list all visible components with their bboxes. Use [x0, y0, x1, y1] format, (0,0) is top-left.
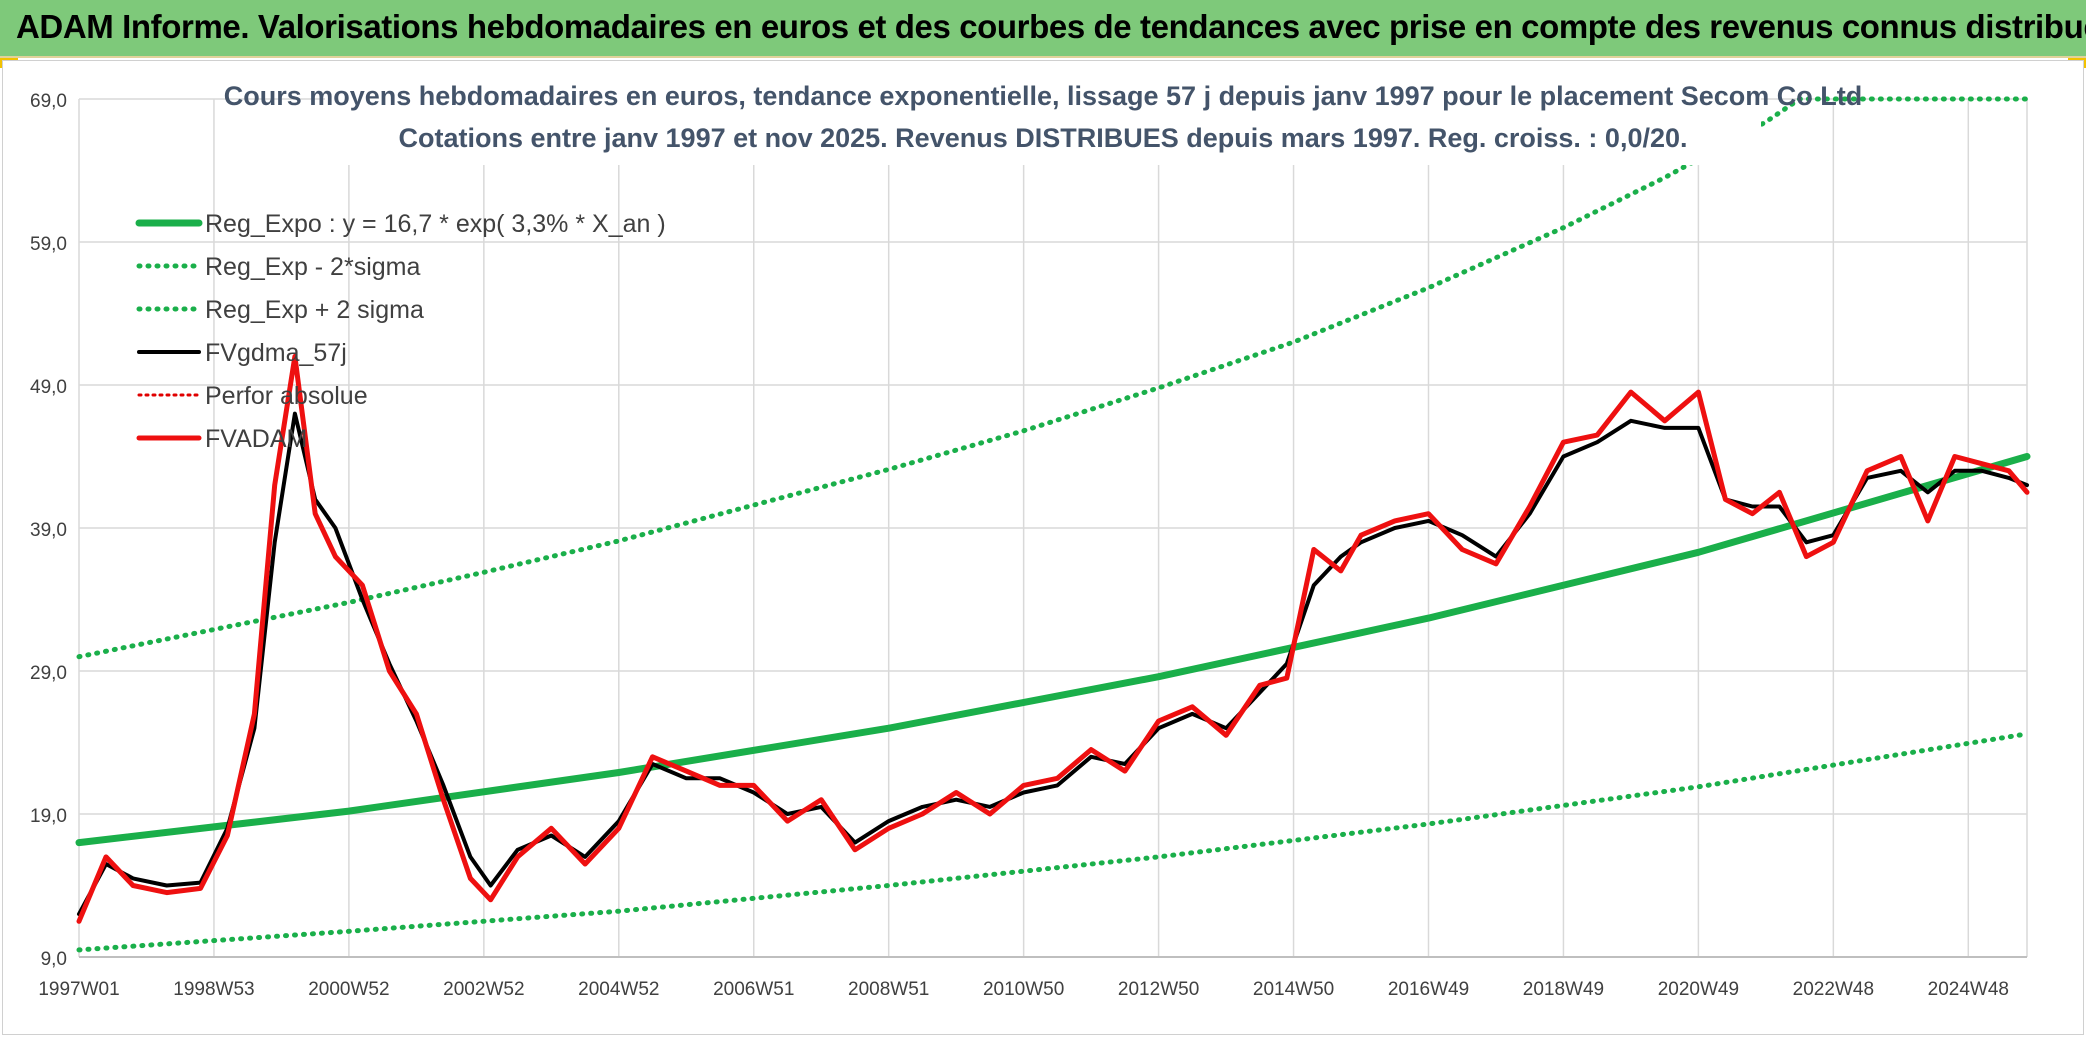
- chart-frame: 9,0 19,0 29,0 39,0 49,0 59,0 69,0 1997W01 1998W5…: [2, 60, 2084, 1035]
- trend-chart: 9,0 19,0 29,0 39,0 49,0 59,0 69,0 1997W01 1998W5…: [30, 63, 2031, 1000]
- y-tick-label: 59,0: [30, 234, 67, 255]
- x-tick-label: 1997W01: [38, 979, 119, 1000]
- chart-title: Cours moyens hebdomadaires en euros, ten…: [224, 81, 1863, 111]
- grid-layer: [78, 98, 2028, 958]
- x-tick-label: 1998W53: [173, 979, 254, 1000]
- y-tick-label: 19,0: [30, 806, 67, 827]
- legend-label-fvgdma: FVgdma_57j: [205, 339, 347, 367]
- x-tick-label: 2012W50: [1118, 979, 1199, 1000]
- x-tick-label: 2024W48: [1928, 979, 2009, 1000]
- legend-label-perf: Perfor absolue: [205, 382, 368, 410]
- x-tick-label: 2010W50: [983, 979, 1064, 1000]
- y-tick-label: 49,0: [30, 377, 67, 398]
- legend-label-reg_minus: Reg_Exp - 2*sigma: [205, 253, 420, 281]
- y-tick-label: 39,0: [30, 520, 67, 541]
- chart-legend: Reg_Expo : y = 16,7 * exp( 3,3% * X_an )…: [135, 210, 666, 453]
- x-tick-label: 2018W49: [1523, 979, 1604, 1000]
- y-tick-label: 29,0: [30, 663, 67, 684]
- x-tick-label: 2016W49: [1388, 979, 1469, 1000]
- banner-title: ADAM Informe. Valorisations hebdomadaire…: [16, 8, 2086, 45]
- series-line-fvadam: [76, 353, 2030, 924]
- series-line-reg_expo: [75, 453, 2031, 847]
- report-banner: ADAM Informe. Valorisations hebdomadaire…: [0, 0, 2086, 58]
- x-tick-label: 2008W51: [848, 979, 929, 1000]
- y-tick-label: 69,0: [30, 91, 67, 112]
- y-tick-label: 9,0: [41, 949, 67, 970]
- series-line-reg_plus: [76, 96, 2030, 660]
- axis-layer: 9,0 19,0 29,0 39,0 49,0 59,0 69,0 1997W01 1998W5…: [30, 91, 2027, 1000]
- x-tick-label: 2004W52: [578, 979, 659, 1000]
- legend-label-reg_expo: Reg_Expo : y = 16,7 * exp( 3,3% * X_an ): [205, 210, 666, 238]
- x-tick-label: 2002W52: [443, 979, 524, 1000]
- legend-label-reg_plus: Reg_Exp + 2 sigma: [205, 296, 424, 324]
- x-tick-label: 2022W48: [1793, 979, 1874, 1000]
- x-tick-label: 2020W49: [1658, 979, 1739, 1000]
- series-line-reg_minus: [76, 731, 2030, 953]
- x-tick-label: 2000W52: [308, 979, 389, 1000]
- series-layer: [75, 96, 2031, 953]
- x-tick-label: 2014W50: [1253, 979, 1334, 1000]
- title-backdrop: [325, 63, 1761, 165]
- x-tick-label: 2006W51: [713, 979, 794, 1000]
- series-line-fvgdma: [77, 411, 2029, 917]
- legend-label-fvadam: FVADAM: [205, 425, 307, 453]
- chart-subtitle: Cotations entre janv 1997 et nov 2025. R…: [398, 123, 1687, 153]
- series-line-perf: [77, 354, 2029, 923]
